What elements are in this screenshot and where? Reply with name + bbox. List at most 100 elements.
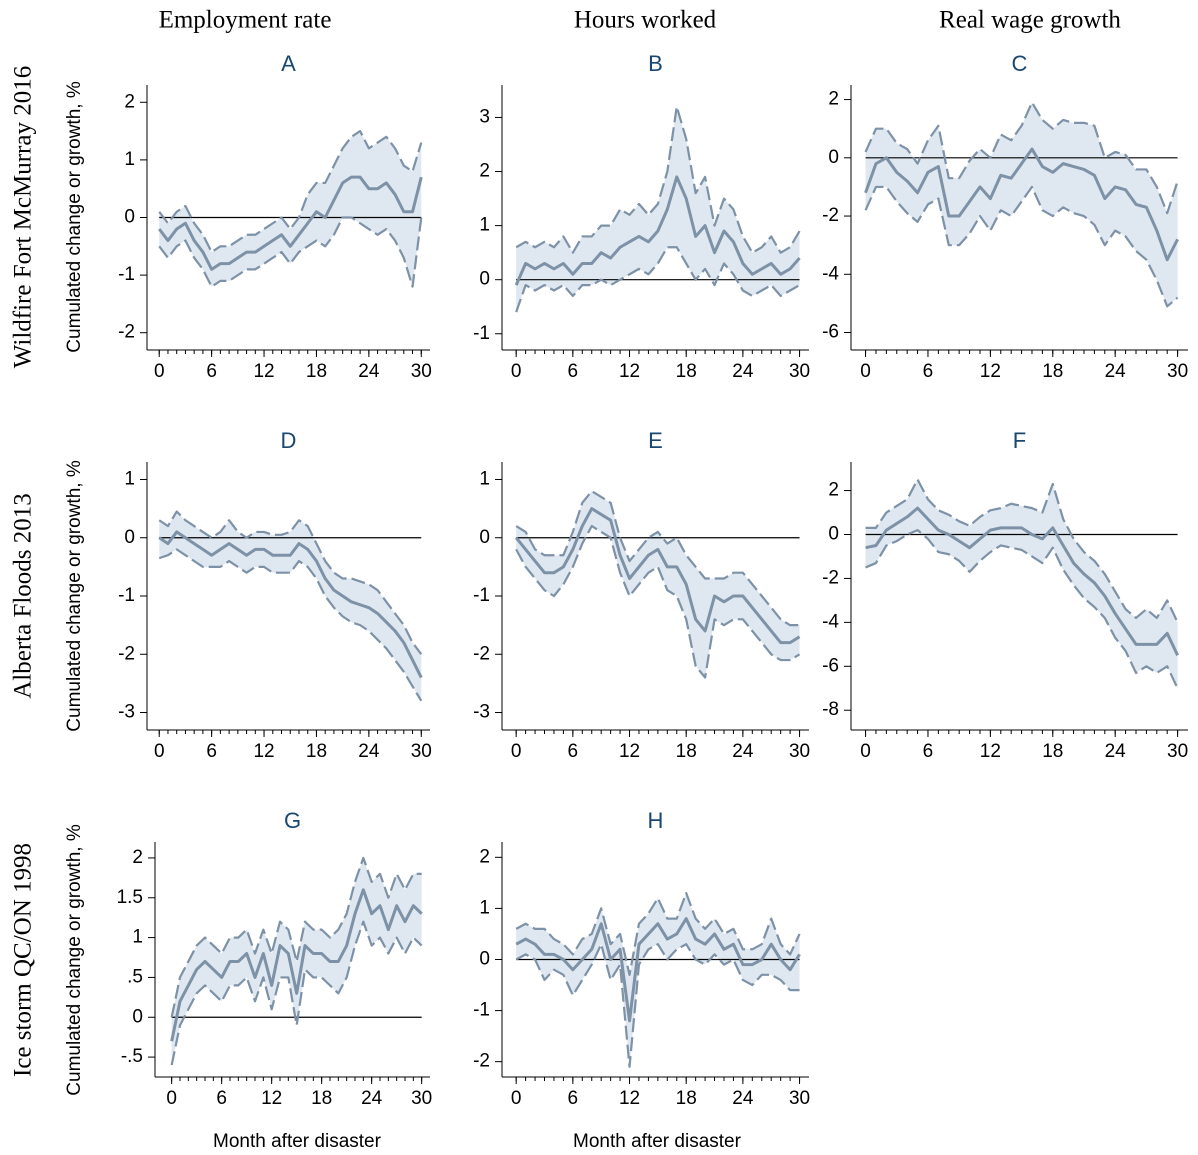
row-title: Ice storm QC/ON 1998 xyxy=(10,843,37,1077)
x-tick-label: 18 xyxy=(676,361,697,382)
x-tick-label: 0 xyxy=(860,741,871,762)
lower-bound-line xyxy=(158,216,423,288)
upper-bound-line xyxy=(158,129,423,254)
y-tick-label: 2 xyxy=(479,161,490,182)
x-tick-label: 24 xyxy=(358,741,380,762)
confidence-band xyxy=(516,491,800,678)
x-tick-label: 30 xyxy=(411,361,432,382)
x-tick-label: 0 xyxy=(166,1088,177,1109)
x-axis-title: Month after disaster xyxy=(573,1131,742,1152)
x-tick-label: 18 xyxy=(1042,361,1063,382)
x-tick-label: 18 xyxy=(1042,741,1063,762)
y-tick-label: -1 xyxy=(473,585,490,606)
x-axis-title: Month after disaster xyxy=(213,1131,382,1152)
row-title: Alberta Floods 2013 xyxy=(10,493,37,699)
x-tick-label: 6 xyxy=(923,741,934,762)
panel-title: C xyxy=(1012,51,1028,76)
y-axis-title: Cumulated change or growth, % xyxy=(64,824,85,1096)
x-tick-label: 6 xyxy=(216,1088,227,1109)
y-tick-label: -3 xyxy=(473,702,490,723)
y-tick-label: 3 xyxy=(479,106,490,127)
x-tick-label: 12 xyxy=(261,1088,282,1109)
y-tick-label: 1 xyxy=(479,468,490,489)
y-tick-label: 2 xyxy=(828,89,839,110)
y-tick-label: -1 xyxy=(473,323,490,344)
y-tick-label: -2 xyxy=(118,643,135,664)
upper-bound-line xyxy=(865,478,1179,623)
y-tick-label: -1 xyxy=(118,585,135,606)
lower-bound-line xyxy=(515,524,801,679)
panel-title: D xyxy=(281,428,297,453)
x-tick-label: 6 xyxy=(568,741,579,762)
y-tick-label: 2 xyxy=(132,847,143,868)
upper-bound-line xyxy=(515,490,800,627)
upper-bound-line xyxy=(515,105,801,254)
upper-bound-line xyxy=(158,510,423,655)
estimate-line xyxy=(865,506,1179,656)
estimate-line xyxy=(515,917,801,1023)
panel-title: A xyxy=(281,51,296,76)
y-tick-label: 0 xyxy=(124,527,135,548)
y-tick-label: 1.5 xyxy=(117,887,143,908)
y-tick-label: -8 xyxy=(822,699,839,720)
y-tick-label: .5 xyxy=(127,966,143,987)
x-tick-label: 6 xyxy=(206,361,217,382)
y-tick-label: 1 xyxy=(132,927,143,948)
confidence-band xyxy=(171,857,422,1066)
x-tick-label: 24 xyxy=(732,361,754,382)
y-tick-label: -2 xyxy=(822,205,839,226)
y-tick-label: -1 xyxy=(473,1000,490,1021)
y-tick-label: -6 xyxy=(822,655,839,676)
lower-bound-line xyxy=(170,920,423,1066)
confidence-band xyxy=(159,131,422,287)
y-tick-label: -3 xyxy=(118,702,135,723)
estimate-line xyxy=(864,147,1179,262)
panel-title: B xyxy=(648,51,663,76)
column-title: Employment rate xyxy=(159,7,332,34)
estimate-line xyxy=(514,175,801,286)
confidence-band xyxy=(159,511,422,701)
x-tick-label: 12 xyxy=(619,1088,640,1109)
y-tick-label: 0 xyxy=(828,524,839,545)
y-tick-label: -2 xyxy=(118,322,135,343)
x-tick-label: 12 xyxy=(980,741,1001,762)
x-tick-label: 0 xyxy=(511,1088,522,1109)
x-tick-label: 30 xyxy=(789,361,810,382)
x-tick-label: 12 xyxy=(253,361,274,382)
x-tick-label: 6 xyxy=(568,1088,579,1109)
y-tick-label: 2 xyxy=(124,91,135,112)
column-title: Real wage growth xyxy=(939,7,1121,34)
x-tick-label: 30 xyxy=(411,741,432,762)
x-tick-label: 0 xyxy=(154,361,165,382)
confidence-band xyxy=(865,102,1178,307)
panel-title: F xyxy=(1013,428,1026,453)
upper-bound-line xyxy=(515,891,801,976)
x-tick-label: 0 xyxy=(511,741,522,762)
y-tick-label: -2 xyxy=(822,567,839,588)
y-tick-label: -4 xyxy=(822,611,839,632)
y-tick-label: 0 xyxy=(479,949,490,970)
y-axis-title: Cumulated change or growth, % xyxy=(64,460,85,732)
x-tick-label: 30 xyxy=(789,741,810,762)
x-tick-label: 24 xyxy=(361,1088,383,1109)
x-tick-label: 24 xyxy=(358,361,380,382)
y-tick-label: 1 xyxy=(479,215,490,236)
row-title: Wildfire Fort McMurray 2016 xyxy=(10,66,37,368)
x-tick-label: 24 xyxy=(732,741,754,762)
y-tick-label: 0 xyxy=(479,527,490,548)
lower-bound-line xyxy=(515,246,801,313)
x-tick-label: 6 xyxy=(568,361,579,382)
x-tick-label: 30 xyxy=(1167,361,1188,382)
x-tick-label: 30 xyxy=(1167,741,1188,762)
x-tick-label: 18 xyxy=(676,1088,697,1109)
x-tick-label: 0 xyxy=(860,361,871,382)
x-tick-label: 24 xyxy=(1105,361,1127,382)
upper-bound-line xyxy=(864,101,1179,215)
x-tick-label: 12 xyxy=(619,361,640,382)
y-tick-label: 0 xyxy=(124,207,135,228)
y-axis-title: Cumulated change or growth, % xyxy=(64,81,85,353)
y-tick-label: 2 xyxy=(828,480,839,501)
column-title: Hours worked xyxy=(574,7,717,34)
y-tick-label: 0 xyxy=(132,1006,143,1027)
